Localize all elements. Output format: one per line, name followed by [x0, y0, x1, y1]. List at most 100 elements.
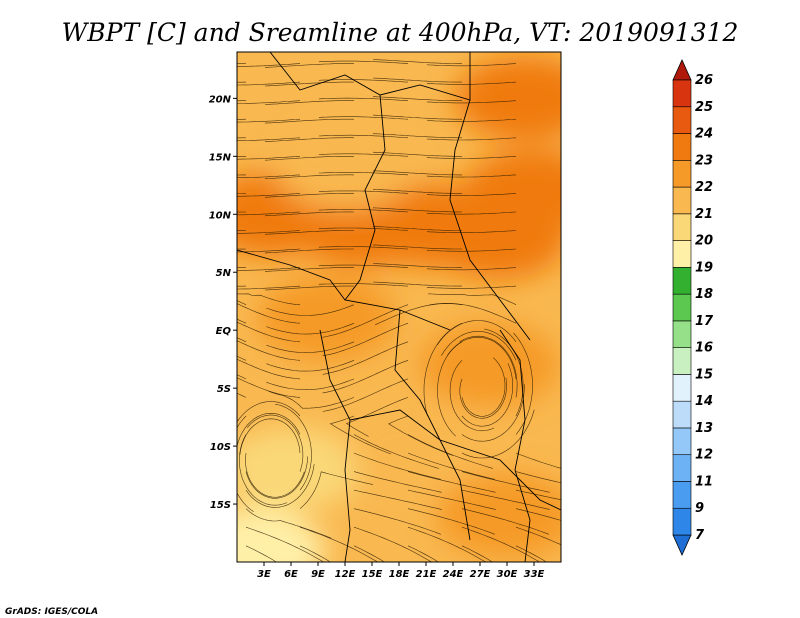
colorbar-bin-6 [672, 347, 692, 375]
colorbar-label-15: 24 [695, 127, 713, 142]
streamline-66 [237, 267, 247, 268]
y-tick-label-2: 10N [209, 210, 232, 221]
streamline-139 [275, 404, 312, 491]
colorbar-label-12: 21 [695, 207, 713, 222]
colorbar-bin-1 [672, 481, 692, 509]
y-axis: 20N 15N 10N 5N EQ 5S 10S 15S [209, 94, 237, 511]
streamline-115 [237, 401, 301, 423]
streamline-5 [426, 63, 517, 67]
streamline-3 [318, 60, 409, 64]
streamline-83 [428, 293, 517, 305]
field-region-9 [275, 125, 415, 210]
streamline-40 [372, 170, 462, 176]
streamline-105 [322, 378, 409, 412]
streamline-21 [318, 116, 409, 120]
streamline-72 [237, 285, 247, 287]
country-borders [237, 52, 561, 562]
streamline-25 [237, 137, 301, 141]
streamline-98 [266, 360, 355, 372]
streamline-127 [239, 418, 301, 455]
streamline-18 [237, 118, 247, 120]
field-region-12 [237, 508, 325, 562]
streamline-22 [372, 114, 462, 120]
streamline-15 [318, 97, 409, 101]
streamline-59 [426, 230, 517, 233]
streamline-107 [447, 337, 517, 379]
streamline-58 [372, 226, 462, 231]
streamline-65 [426, 248, 517, 252]
streamline-35 [426, 156, 517, 159]
colorbar-label-5: 14 [695, 394, 713, 409]
border-south-west [319, 329, 351, 562]
colorbar-label-8: 17 [695, 314, 714, 329]
streamline-143 [515, 489, 561, 501]
streamline-27 [318, 134, 409, 139]
streamline-51 [318, 209, 409, 213]
streamline-111 [345, 397, 409, 437]
x-tick-label-10: 33E [524, 569, 545, 580]
streamline-148 [461, 508, 549, 535]
streamline-77 [426, 285, 517, 289]
x-tick-label-9: 30E [497, 569, 518, 580]
colorbar-bin-7 [672, 320, 692, 348]
field-region-11 [347, 404, 487, 489]
colorbar-label-17: 26 [695, 73, 713, 88]
streamline-16 [372, 96, 462, 101]
streamline-152 [353, 526, 433, 562]
streamline-101 [441, 331, 517, 361]
colorbar-label-1: 9 [695, 501, 704, 516]
streamline-14 [264, 100, 354, 105]
y-tick-label-7: 15S [210, 500, 231, 511]
x-tick-label-4: 15E [362, 569, 383, 580]
streamline-12 [237, 100, 246, 102]
streamline-47 [426, 193, 517, 196]
colorbar-bin-3 [672, 427, 692, 456]
streamline-63 [318, 246, 409, 250]
chart-title: WBPT [C] and Sreamline at 400hPa, VT: 20… [62, 18, 739, 47]
streamline-71 [426, 267, 517, 271]
streamline-146 [353, 508, 441, 535]
streamline-160 [461, 545, 493, 562]
map-panel: 3E 6E 9E 12E 15E 18E 21E 24E 27E 30E 33E 20N 15N 10N… [209, 51, 562, 580]
streamline-70 [372, 263, 462, 268]
streamline-41 [426, 174, 517, 178]
streamline-7 [237, 81, 301, 86]
streamline-124 [461, 384, 525, 442]
streamlines [237, 59, 561, 562]
y-tick-label-4: EQ [216, 326, 232, 337]
streamline-19 [237, 118, 301, 123]
streamline-134 [353, 471, 442, 493]
streamline-2 [264, 63, 354, 68]
streamline-155 [515, 526, 561, 546]
streamline-135 [407, 471, 496, 493]
colorbar-label-2: 11 [695, 474, 713, 489]
streamline-39 [318, 172, 409, 176]
streamline-43 [237, 193, 301, 197]
border-central-west [344, 94, 386, 301]
streamline-38 [264, 174, 355, 179]
colorbar-label-9: 18 [695, 287, 713, 302]
border-south-east [349, 409, 561, 511]
streamline-110 [268, 391, 355, 409]
streamline-109 [237, 377, 301, 398]
x-tick-label-2: 9E [311, 569, 325, 580]
streamline-68 [264, 267, 354, 272]
streamline-56 [264, 230, 354, 235]
streamline-97 [237, 340, 301, 361]
credit-label: GrADS: IGES/COLA [5, 607, 98, 617]
streamline-53 [426, 211, 517, 215]
streamline-26 [264, 137, 355, 142]
streamline-85 [237, 303, 301, 324]
colorbar-bin-5 [672, 374, 692, 402]
streamline-103 [237, 358, 301, 380]
streamline-34 [372, 151, 462, 157]
border-east [449, 99, 531, 341]
streamline-123 [407, 434, 494, 469]
colorbar-label-11: 20 [695, 234, 713, 249]
x-tick-label-5: 18E [389, 569, 410, 580]
colorbar-label-3: 12 [695, 448, 713, 463]
streamline-54 [237, 230, 247, 231]
x-tick-label-1: 6E [284, 569, 298, 580]
streamline-157 [299, 545, 331, 562]
streamline-150 [245, 526, 325, 562]
